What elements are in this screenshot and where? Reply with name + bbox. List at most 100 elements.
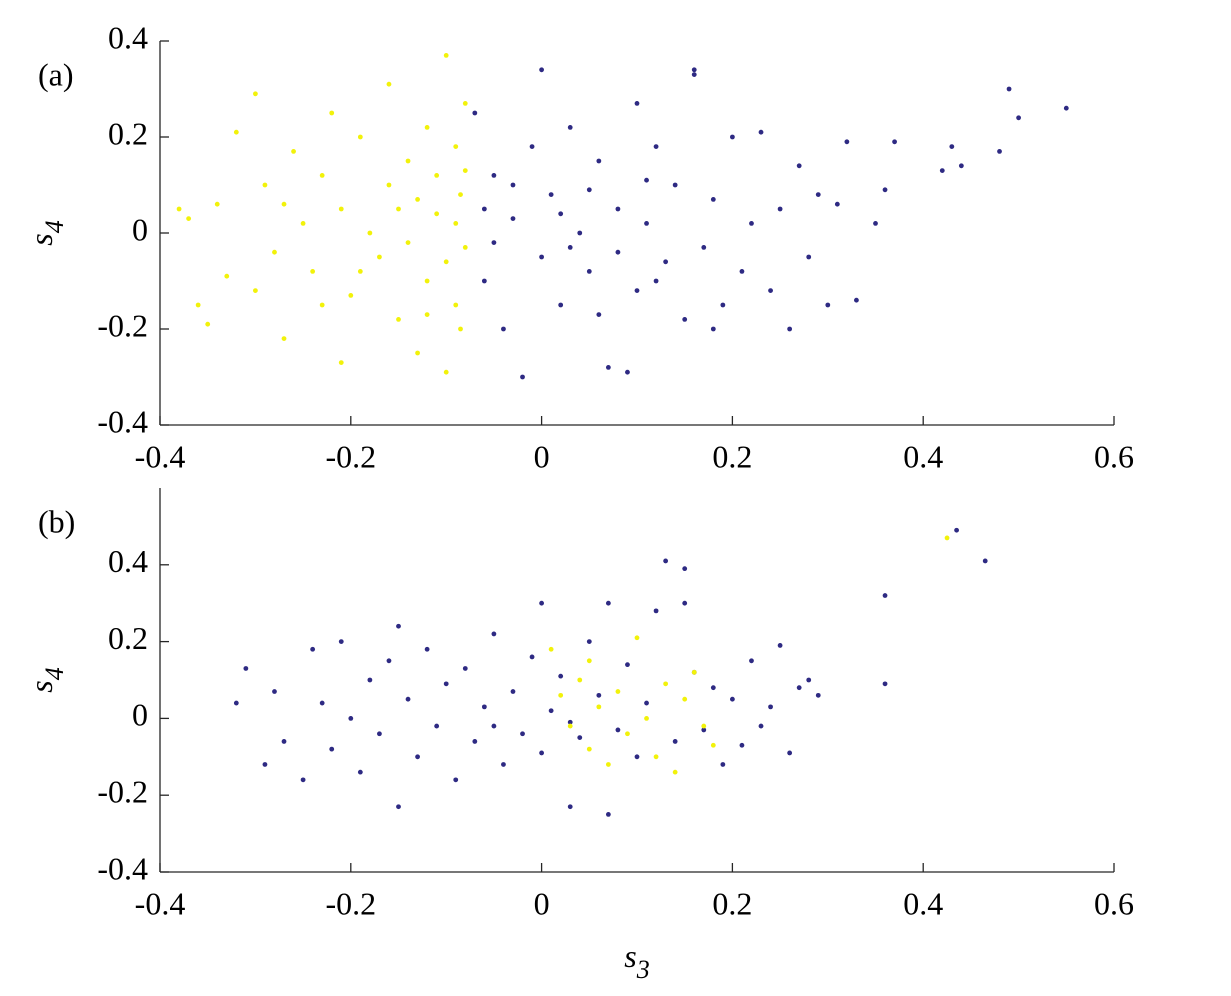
scatter-point: [653, 144, 659, 150]
scatter-point: [214, 201, 220, 207]
scatter-point: [424, 646, 430, 652]
scatter-point: [415, 197, 420, 202]
scatter-point: [520, 374, 525, 380]
scatter-point: [982, 558, 988, 564]
x-tick-label: -0.4: [135, 438, 186, 474]
x-tick-label: 0.2: [712, 885, 752, 921]
scatter-point: [367, 677, 373, 683]
scatter-point: [310, 269, 316, 274]
scatter-point: [453, 777, 459, 783]
y-axis-label-subscript: 4: [40, 667, 69, 680]
scatter-point: [605, 812, 611, 817]
scatter-point: [300, 777, 306, 783]
scatter-point: [1016, 115, 1021, 121]
scatter-point: [567, 723, 573, 729]
scatter-point: [434, 723, 440, 729]
scatter-point: [462, 666, 468, 671]
scatter-point: [338, 206, 344, 212]
scatter-point: [634, 101, 640, 106]
y-tick-label: 0.2: [108, 620, 148, 656]
scatter-point: [567, 719, 573, 725]
y-tick-label: -0.2: [97, 774, 148, 810]
scatter-point: [577, 677, 583, 683]
scatter-point: [453, 144, 459, 150]
scatter-point: [176, 206, 182, 212]
scatter-point: [730, 134, 735, 140]
scatter-point: [396, 317, 401, 322]
scatter-point: [281, 739, 287, 744]
scatter-point: [329, 110, 335, 116]
scatter-point: [1006, 86, 1012, 92]
scatter-point: [586, 658, 592, 664]
scatter-point: [844, 139, 850, 145]
scatter-point: [424, 312, 430, 317]
scatter-point: [615, 206, 621, 212]
scatter-point: [338, 360, 344, 365]
scatter-point: [348, 716, 354, 721]
scatter-point: [501, 762, 506, 767]
scatter-point: [796, 163, 802, 169]
scatter-point: [815, 692, 821, 698]
y-tick-label: -0.4: [97, 850, 148, 886]
panel-label: (a): [38, 56, 74, 92]
scatter-point: [558, 302, 564, 308]
scatter-point: [529, 144, 535, 150]
scatter-point: [644, 716, 649, 721]
scatter-point: [501, 326, 506, 332]
scatter-point: [481, 206, 487, 212]
scatter-point: [415, 350, 420, 356]
scatter-point: [443, 53, 449, 58]
scatter-point: [357, 769, 363, 775]
scatter-point: [691, 72, 697, 77]
x-tick-label: -0.2: [325, 885, 376, 921]
scatter-point: [892, 139, 897, 145]
scatter-point: [386, 658, 392, 664]
scatter-point: [625, 662, 630, 668]
y-axis-label-symbol: s: [23, 680, 59, 692]
scatter-point: [205, 321, 211, 327]
scatter-point: [357, 269, 363, 274]
scatter-point: [682, 317, 688, 322]
scatter-point: [997, 149, 1002, 154]
scatter-point: [377, 254, 382, 260]
scatter-point: [458, 326, 463, 332]
scatter-point: [424, 125, 430, 130]
scatter-point: [701, 245, 707, 250]
scatter-point: [300, 221, 306, 226]
scatter-point: [768, 704, 773, 710]
scatter-point: [1063, 105, 1069, 111]
y-axis-label-subscript: 4: [40, 220, 69, 233]
scatter-point: [396, 206, 401, 212]
y-tick-label: 0.4: [108, 543, 148, 579]
scatter-point: [758, 129, 764, 135]
scatter-point: [434, 211, 440, 217]
scatter-point: [453, 302, 459, 308]
scatter-point: [663, 558, 669, 564]
scatter-point: [396, 623, 401, 629]
scatter-point: [625, 369, 630, 375]
scatter-point: [415, 754, 420, 760]
scatter-point: [882, 187, 888, 193]
scatter-point: [348, 293, 354, 298]
scatter-point: [434, 173, 440, 178]
scatter-point: [567, 245, 573, 250]
scatter-point: [329, 746, 335, 752]
scatter-point: [291, 149, 296, 154]
scatter-point: [615, 249, 621, 255]
scatter-point: [377, 731, 382, 737]
x-tick-label: 0: [534, 438, 550, 474]
scatter-point: [386, 81, 392, 87]
scatter-point: [443, 259, 449, 265]
scatter-point: [405, 158, 411, 164]
x-tick-label: -0.2: [325, 438, 376, 474]
scatter-point: [701, 727, 707, 733]
scatter-point: [558, 673, 564, 679]
scatter-point: [873, 221, 878, 226]
scatter-point: [405, 696, 411, 702]
x-tick-label: 0.2: [712, 438, 752, 474]
scatter-point: [443, 369, 449, 375]
scatter-point: [224, 273, 230, 279]
scatter-point: [586, 639, 592, 644]
scatter-point: [386, 182, 392, 188]
